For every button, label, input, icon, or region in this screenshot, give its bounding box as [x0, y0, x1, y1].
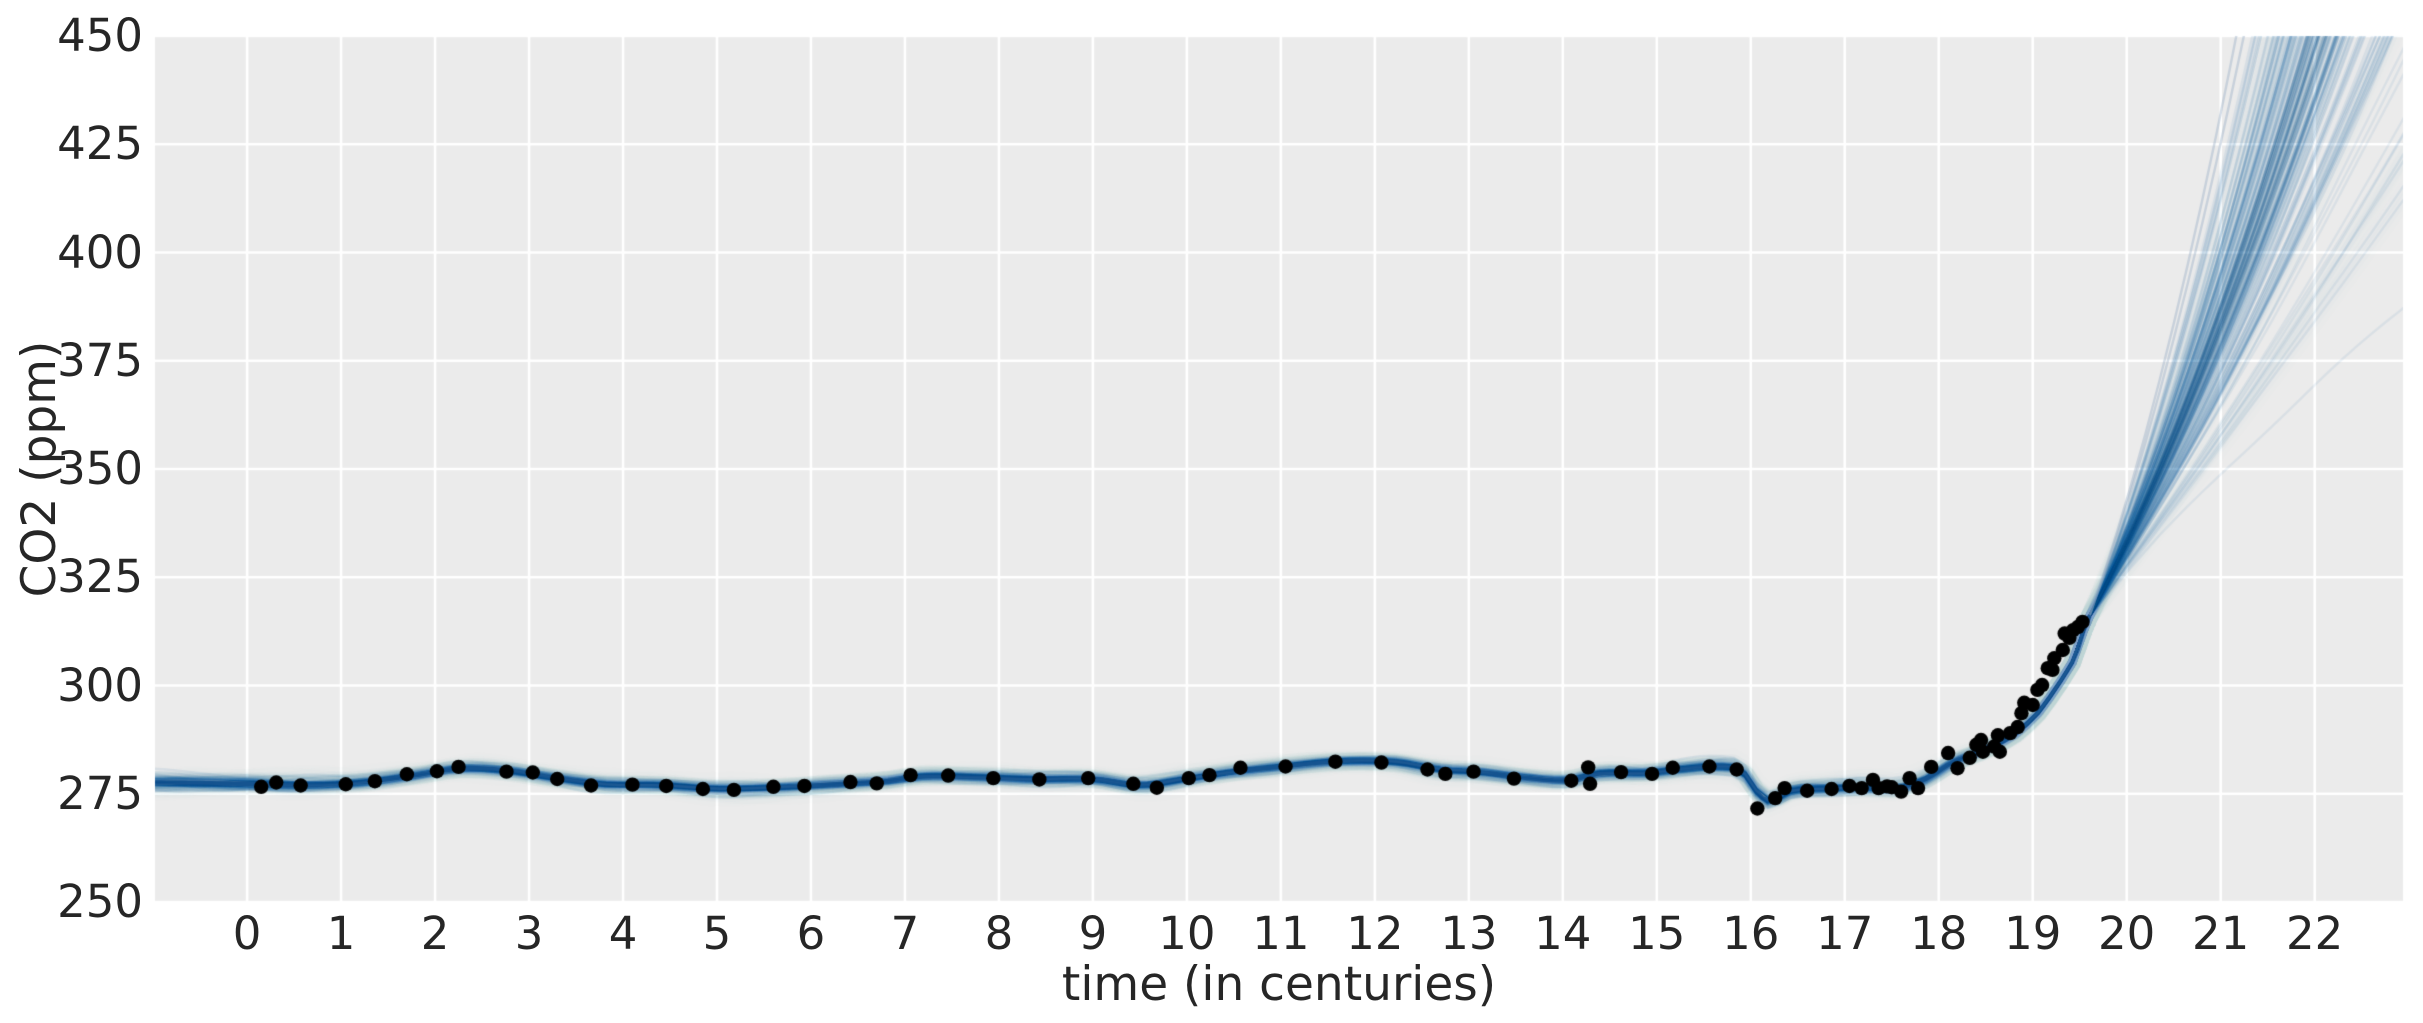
- x-axis-label: time (in centuries): [1061, 957, 1497, 1012]
- y-tick-label: 325: [57, 550, 143, 604]
- x-tick-label: 13: [1440, 907, 1498, 960]
- x-tick-label: 20: [2098, 907, 2156, 960]
- y-tick-label: 300: [57, 658, 143, 712]
- x-tick-label: 3: [514, 907, 544, 960]
- y-tick-label: 425: [57, 117, 143, 171]
- x-tick-label: 9: [1078, 907, 1108, 960]
- x-tick-label: 22: [2286, 907, 2344, 960]
- y-tick-label: 350: [57, 442, 143, 495]
- x-tick-label: 4: [608, 907, 638, 960]
- x-tick-label: 12: [1346, 907, 1404, 960]
- x-tick-label: 8: [984, 907, 1014, 960]
- x-tick-label: 6: [796, 907, 826, 960]
- x-tick-label: 21: [2192, 907, 2250, 960]
- x-tick-label: 0: [232, 907, 262, 960]
- x-tick-label: 11: [1252, 907, 1310, 960]
- x-tick-label: 15: [1628, 907, 1686, 960]
- y-tick-label: 275: [57, 766, 143, 820]
- x-tick-label: 18: [1910, 907, 1968, 960]
- y-tick-label: 450: [57, 9, 143, 62]
- x-tick-label: 5: [702, 907, 732, 960]
- x-tick-label: 16: [1722, 907, 1780, 960]
- x-tick-label: 19: [2004, 907, 2062, 960]
- y-tick-label: 250: [57, 875, 143, 928]
- x-tick-label: 1: [326, 907, 356, 960]
- x-tick-label: 14: [1534, 907, 1592, 960]
- x-tick-label: 10: [1158, 907, 1216, 960]
- x-tick-label: 2: [420, 907, 450, 960]
- x-tick-label: 7: [890, 907, 920, 960]
- y-tick-label: 400: [57, 225, 143, 279]
- x-tick-label: 17: [1816, 907, 1874, 960]
- y-tick-label: 375: [57, 333, 143, 387]
- y-axis-label: CO2 (ppm): [12, 340, 67, 598]
